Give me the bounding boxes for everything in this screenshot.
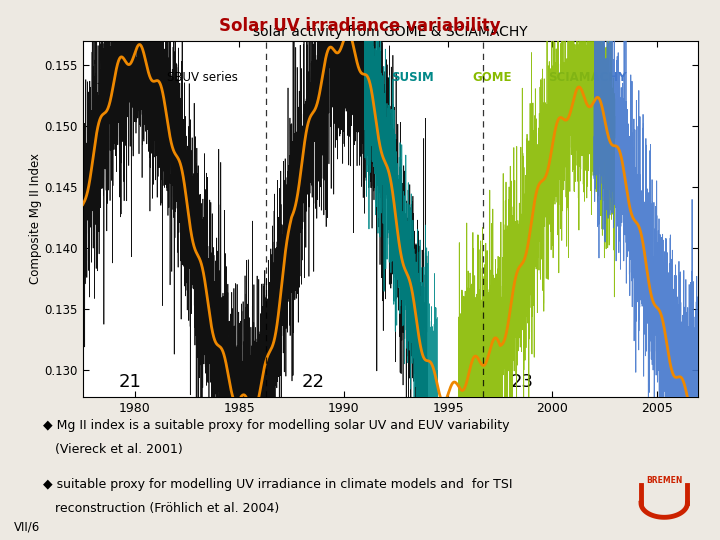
Text: BREMEN: BREMEN (646, 476, 683, 485)
Text: 23: 23 (510, 373, 534, 391)
Text: SCIAMACHY: SCIAMACHY (548, 71, 627, 84)
Text: GOME: GOME (472, 71, 512, 84)
Text: ◆ Mg II index is a suitable proxy for modelling solar UV and EUV variability: ◆ Mg II index is a suitable proxy for mo… (43, 418, 510, 431)
Text: SBUV series: SBUV series (168, 71, 238, 84)
Text: (Viereck et al. 2001): (Viereck et al. 2001) (43, 443, 183, 456)
Text: SUSIM: SUSIM (391, 71, 433, 84)
Text: Solar UV irradiance variability: Solar UV irradiance variability (219, 17, 501, 35)
Text: VII/6: VII/6 (14, 521, 40, 534)
Y-axis label: Composite Mg II Index: Composite Mg II Index (29, 153, 42, 284)
Text: 22: 22 (302, 373, 325, 391)
Text: reconstruction (Fröhlich et al. 2004): reconstruction (Fröhlich et al. 2004) (43, 502, 279, 515)
Text: 21: 21 (118, 373, 141, 391)
Text: ◆ suitable proxy for modelling UV irradiance in climate models and  for TSI: ◆ suitable proxy for modelling UV irradi… (43, 478, 513, 491)
Title: solar activity from GOME & SCIAMACHY: solar activity from GOME & SCIAMACHY (253, 25, 528, 39)
